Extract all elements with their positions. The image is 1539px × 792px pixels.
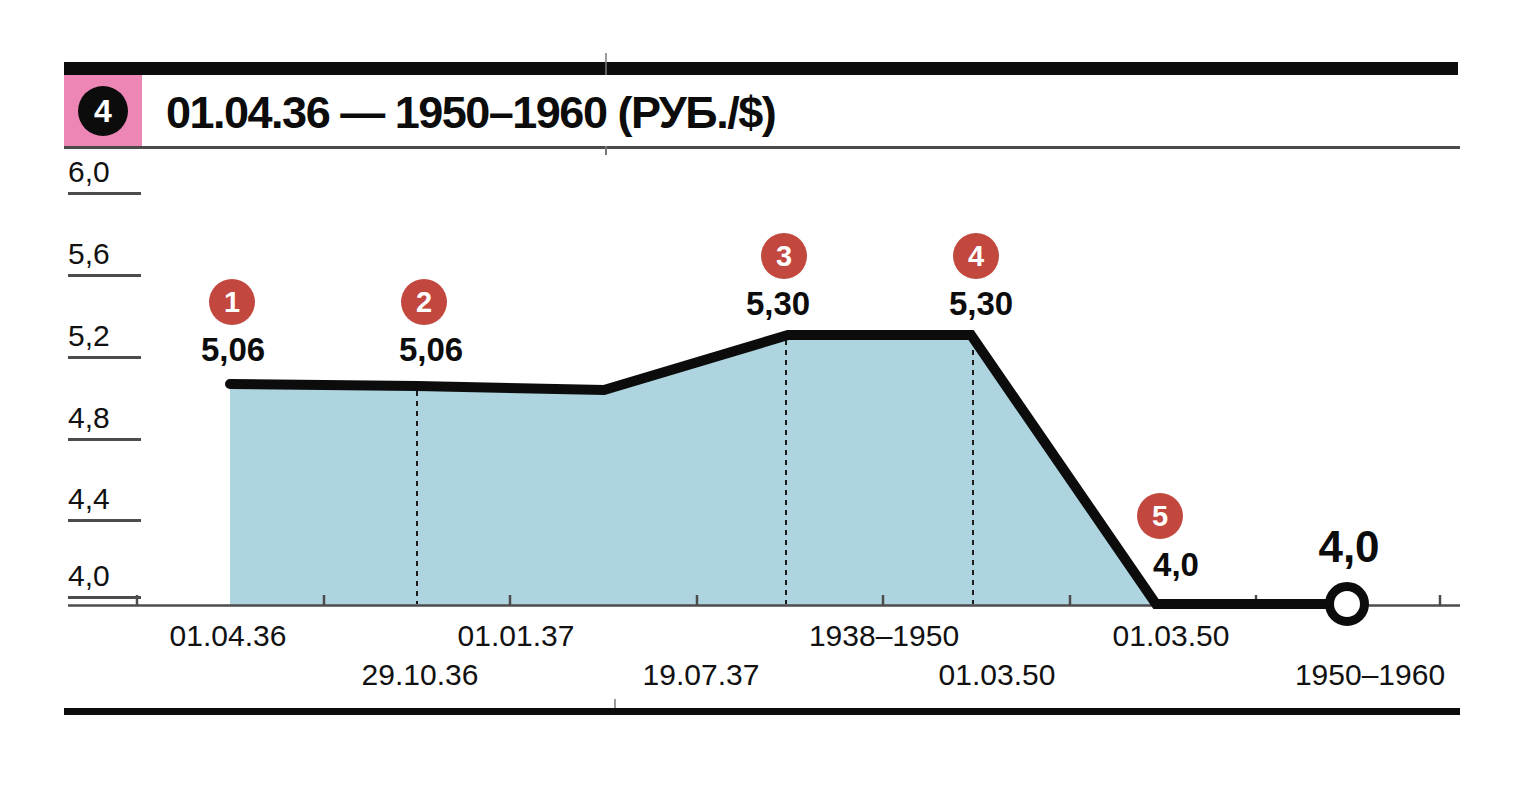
area-fill xyxy=(230,336,1156,606)
marker-value-label: 5,06 xyxy=(201,331,265,369)
marker-badge-2: 2 xyxy=(401,279,447,325)
marker-badge-1: 1 xyxy=(209,279,255,325)
marker-value-label: 5,30 xyxy=(949,285,1013,323)
end-open-circle xyxy=(1330,587,1365,622)
marker-badge-4: 4 xyxy=(953,233,999,279)
marker-value-label: 5,06 xyxy=(399,331,463,369)
infographic-page: { "header": { "badge_number": "4", "titl… xyxy=(0,0,1539,792)
end-value-label: 4,0 xyxy=(1318,522,1379,572)
exchange-rate-chart xyxy=(0,0,1539,792)
marker-value-label: 5,30 xyxy=(746,285,810,323)
registration-tick-icon xyxy=(614,699,616,708)
marker-badge-5: 5 xyxy=(1137,493,1183,539)
marker-badge-3: 3 xyxy=(761,233,807,279)
marker-value-label: 4,0 xyxy=(1153,546,1199,584)
bottom-rule xyxy=(64,708,1460,715)
